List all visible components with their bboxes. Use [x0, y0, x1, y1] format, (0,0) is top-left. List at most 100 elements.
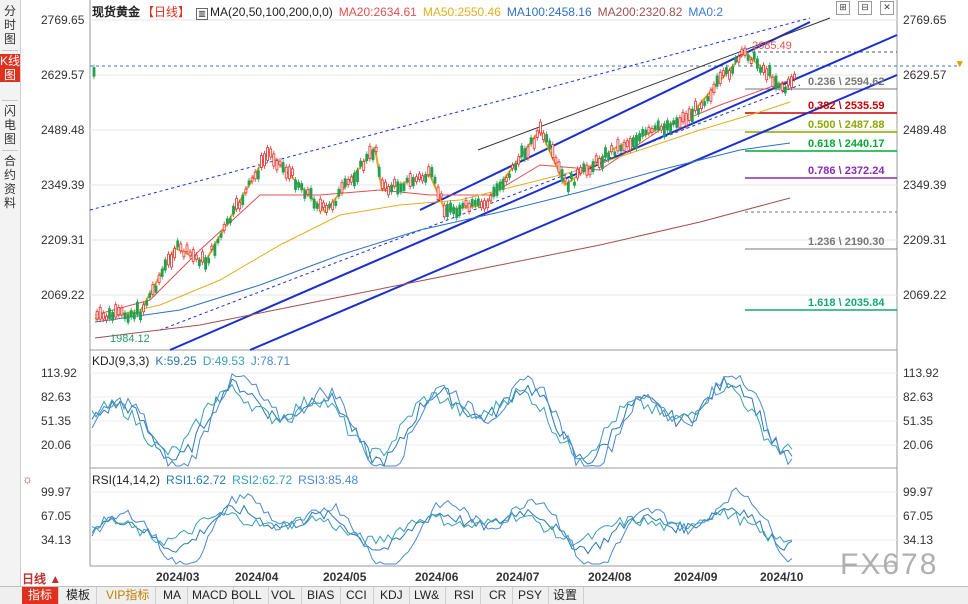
kdj-k: K:59.25: [155, 354, 197, 368]
tab-cci[interactable]: CCI: [340, 587, 374, 604]
candle-body: [145, 300, 149, 306]
candle-body: [312, 198, 316, 209]
candle-body: [179, 243, 183, 252]
candle-body: [294, 179, 297, 190]
left-rail: 分时图 K线图 闪电图 合约资料: [0, 0, 21, 586]
kdj-legend: KDJ(9,3,3) K:59.25 D:49.53 J:78.71: [92, 354, 296, 368]
rail-divider: [2, 100, 18, 101]
candle-body: [402, 183, 406, 191]
candle-body: [92, 67, 96, 77]
candle-body: [387, 186, 390, 196]
candle-body: [318, 198, 322, 212]
candle-body: [694, 100, 697, 112]
rsi3-line: [91, 487, 793, 565]
rsi-tick: 99.97: [903, 485, 934, 499]
tab-settings[interactable]: 设置: [547, 587, 585, 604]
candle-body: [411, 177, 415, 187]
indicator-icon[interactable]: ▥: [196, 8, 209, 20]
candle-body: [539, 121, 542, 134]
candle-body: [263, 153, 266, 167]
price-tick: 2349.39: [903, 178, 947, 192]
candle-body: [489, 194, 493, 202]
candle-body: [204, 257, 208, 270]
rsi1-line: [91, 504, 793, 555]
candle-body: [408, 173, 412, 187]
tab-cr[interactable]: CR: [483, 587, 514, 604]
high-price-label: 2685.49: [752, 40, 792, 52]
candle-body: [253, 171, 257, 180]
candle-body: [638, 133, 641, 142]
tab-indicators[interactable]: 指标: [22, 587, 60, 604]
candle-body: [188, 251, 192, 257]
candle-body: [445, 204, 449, 217]
candle-body: [142, 304, 146, 313]
candle-body: [597, 158, 601, 168]
sun-icon[interactable]: ☼: [22, 472, 33, 486]
tab-template[interactable]: 模板: [60, 587, 98, 604]
candle-body: [368, 145, 372, 159]
tab-bias[interactable]: BIAS: [301, 587, 342, 604]
candle-body: [483, 200, 487, 210]
candle-body: [250, 177, 254, 182]
candle-body: [681, 111, 685, 123]
candle-body: [610, 145, 614, 153]
candle-body: [731, 66, 734, 74]
ma100-value: MA100:2458.16: [506, 5, 592, 19]
fib-level-0786: 0.786 \ 2372.24: [808, 165, 885, 177]
candle-body: [616, 139, 620, 152]
tab-kdj[interactable]: KDJ: [374, 587, 410, 604]
tab-vol[interactable]: VOL: [265, 587, 303, 604]
restore-button[interactable]: ⊟: [858, 1, 872, 15]
candle-body: [173, 247, 177, 259]
candle-body: [371, 149, 375, 161]
candle-body: [160, 268, 164, 277]
kdj-tick: 82.63: [903, 390, 934, 404]
candle-body: [430, 167, 434, 178]
candle-body: [594, 155, 598, 163]
candle-body: [194, 254, 198, 260]
fib-level-1236: 1.236 \ 2190.30: [808, 236, 885, 248]
close-button[interactable]: ✕: [880, 1, 894, 15]
tab-boll[interactable]: BOLL: [225, 587, 269, 604]
candle-body: [647, 126, 651, 134]
tab-rsi[interactable]: RSI: [448, 587, 482, 604]
ma50-line: [94, 101, 791, 321]
price-tick-left: 2489.48: [41, 123, 85, 137]
tab-lw[interactable]: LW&: [408, 587, 447, 604]
kdj-k-line: [91, 375, 793, 468]
candle-body: [470, 198, 474, 207]
rsi2-value: RSI2:62.72: [232, 473, 293, 487]
maximize-button[interactable]: ⊞: [836, 1, 850, 15]
ma200-value: MA200:2320.82: [597, 5, 683, 19]
candle-body: [560, 169, 564, 182]
fib-level-0236: 0.236 \ 2594.62: [808, 76, 885, 88]
candle-body: [331, 201, 335, 211]
candle-body: [352, 172, 356, 187]
tab-psy[interactable]: PSY: [512, 587, 550, 604]
candle-body: [458, 204, 462, 216]
candle-body: [576, 168, 579, 179]
candle-body: [588, 168, 592, 176]
candle-body: [663, 123, 666, 137]
channel-lower-dashed: [159, 84, 801, 331]
period-label[interactable]: 【日线】: [142, 5, 191, 19]
tab-macd[interactable]: MACD: [186, 587, 235, 604]
price-tick-left: 2769.65: [41, 13, 85, 27]
candle-body: [396, 181, 400, 195]
period-selector[interactable]: 日线 ▲: [22, 570, 61, 587]
candle-body: [334, 201, 338, 206]
tab-ma[interactable]: MA: [157, 587, 188, 604]
date-tick: 2024/10: [760, 570, 804, 584]
candle-body: [343, 178, 347, 188]
candle-body: [783, 86, 787, 94]
chart-canvas[interactable]: [0, 0, 968, 586]
date-tick: 2024/04: [235, 570, 279, 584]
tab-flash[interactable]: 闪电图: [3, 104, 16, 146]
tab-vip-indicators[interactable]: VIP指标: [100, 587, 157, 604]
tab-kline[interactable]: K线图: [0, 54, 21, 82]
kdj-j: J:78.71: [250, 354, 291, 368]
candle-body: [712, 83, 716, 93]
tab-contract-info[interactable]: 合约资料: [3, 154, 16, 210]
tab-timeshare[interactable]: 分时图: [3, 4, 16, 46]
candle-body: [247, 180, 251, 185]
